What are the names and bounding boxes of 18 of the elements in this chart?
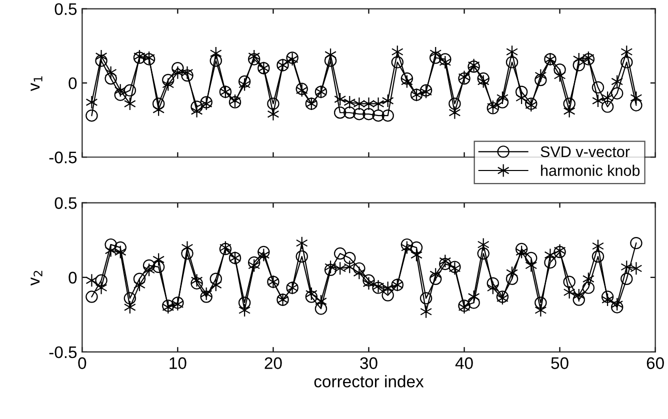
y-tick-label: -0.5 (49, 346, 77, 358)
y-tick-label: 0 (68, 272, 77, 284)
x-tick-label: 30 (360, 357, 378, 370)
x-axis-title: corrector index (314, 375, 424, 388)
x-tick-label: 50 (551, 357, 568, 370)
x-tick-label: 40 (455, 357, 473, 370)
x-tick-label: 10 (170, 357, 186, 370)
y-axis-title: v$_{1}$ (30, 76, 42, 92)
x-tick-label: 60 (646, 357, 664, 370)
y-tick-label: 0 (68, 77, 77, 90)
y-axis-title: v$_{2}$ (30, 270, 42, 286)
legend-label: SVD v-vector (540, 146, 630, 158)
y-tick-label: 0.5 (54, 197, 77, 209)
x-tick-label: 0 (78, 357, 86, 370)
y-tick-label: -0.5 (49, 152, 77, 164)
x-tick-label: 20 (264, 357, 282, 370)
legend-label: harmonic knob (541, 164, 640, 176)
y-tick-label: 0.5 (54, 3, 77, 15)
